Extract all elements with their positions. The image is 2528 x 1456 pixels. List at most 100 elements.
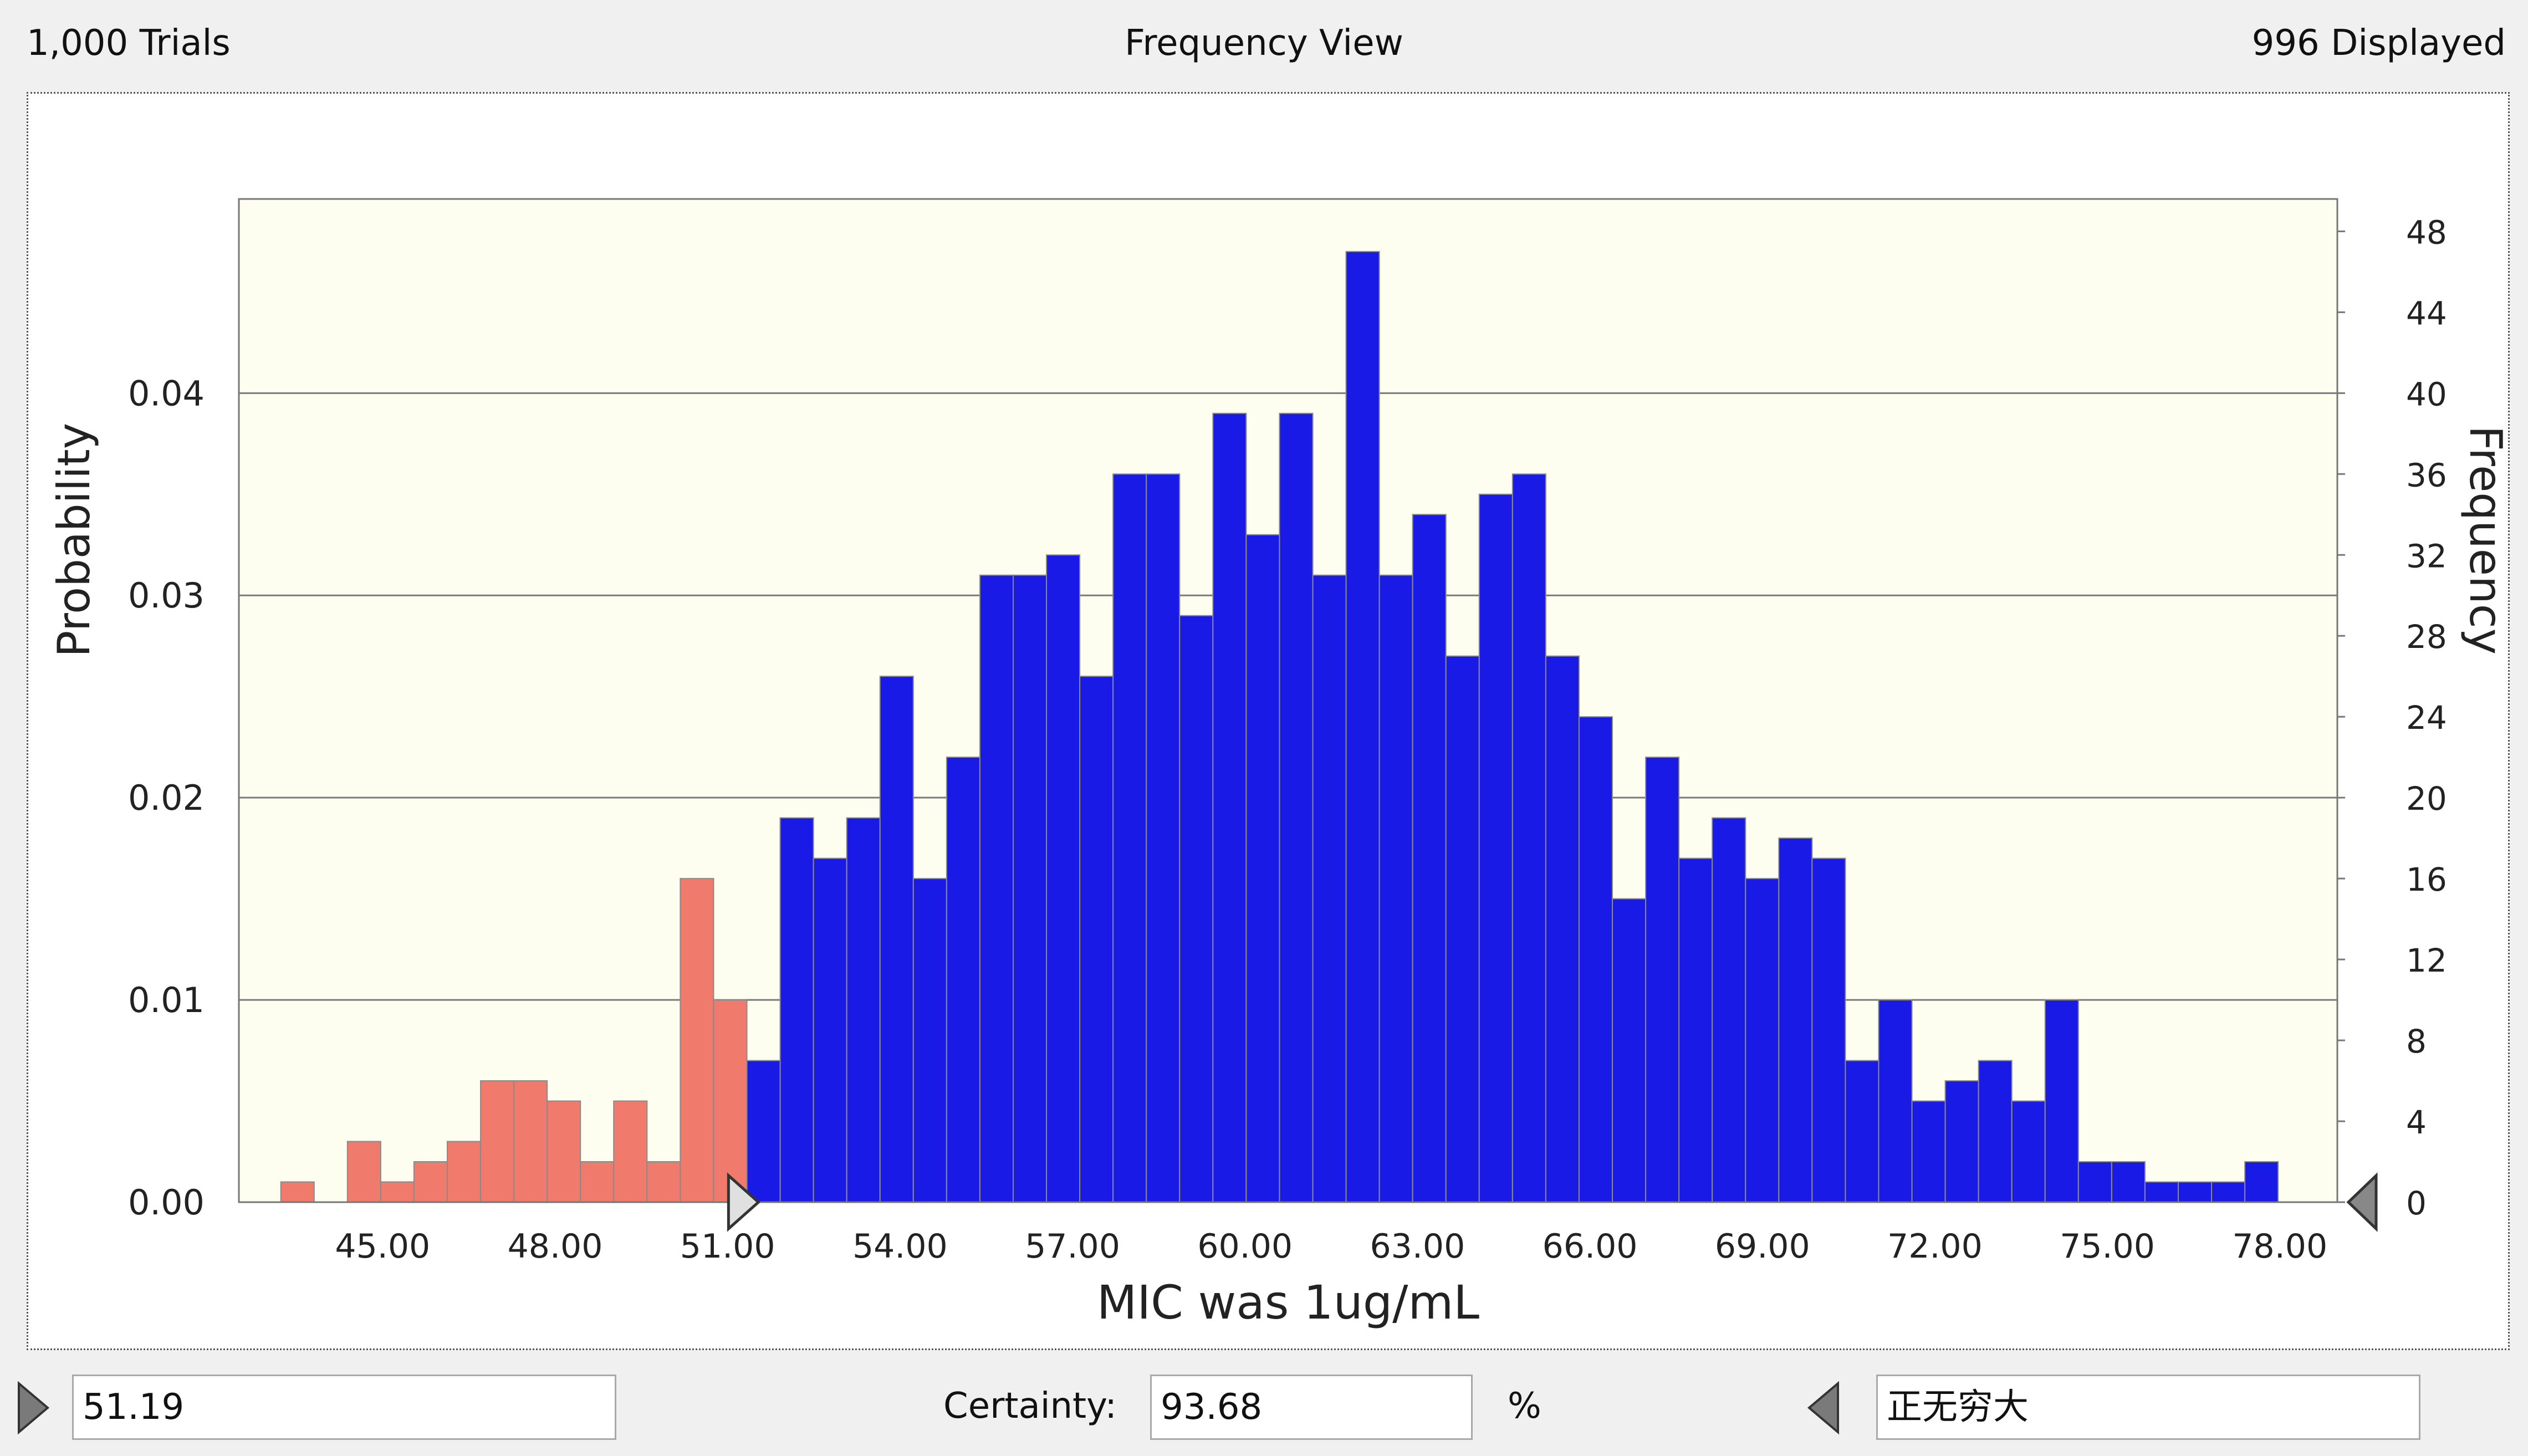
chart-frame: 0.00 0.01 0.02 0.03 0.04 0 4 8 12 16 20 24 28 32 36 40 4…: [27, 92, 2510, 1350]
y2-tick-label: 0: [2406, 1184, 2427, 1222]
histogram-bar: [979, 574, 1014, 1203]
histogram-bar: [946, 757, 980, 1203]
y2-tick-label: 48: [2406, 213, 2447, 251]
histogram-bar: [2077, 1161, 2112, 1203]
x-tick-label: 63.00: [1370, 1227, 1465, 1266]
y2-tick-label: 4: [2406, 1104, 2427, 1141]
histogram-bar: [1445, 655, 1480, 1203]
trials-count: 1,000 Trials: [27, 23, 231, 64]
histogram-bar: [380, 1181, 415, 1203]
histogram-bar: [1511, 473, 1546, 1203]
frequency-chart: 0.000.010.020.030.0404812162024283236404…: [48, 198, 2508, 1330]
x-tick-label: 54.00: [852, 1227, 948, 1266]
histogram-bar: [1878, 999, 1913, 1203]
histogram-bar: [580, 1161, 615, 1203]
histogram-bar: [912, 878, 947, 1203]
histogram-bar: [1545, 655, 1580, 1203]
histogram-bar: [2211, 1181, 2246, 1203]
histogram-bar: [346, 1141, 381, 1203]
histogram-bar: [1079, 676, 1114, 1203]
lower-grabber-icon: [727, 1172, 761, 1232]
histogram-bar: [1046, 554, 1081, 1203]
histogram-bar: [846, 817, 881, 1203]
y2-tick-label: 40: [2406, 375, 2447, 413]
histogram-bar: [547, 1100, 581, 1203]
x-tick-label: 57.00: [1025, 1227, 1120, 1266]
x-tick-label: 75.00: [2060, 1227, 2155, 1266]
histogram-bar: [1112, 473, 1147, 1203]
histogram-bar: [1911, 1100, 1946, 1203]
percent-sign: %: [1508, 1386, 1541, 1427]
y2-tick-label: 44: [2406, 294, 2447, 332]
histogram-bar: [1845, 1060, 1880, 1203]
histogram-bar: [1811, 857, 1846, 1203]
histogram-bar: [1678, 857, 1713, 1203]
histogram-bar: [1745, 878, 1780, 1203]
histogram-bar: [779, 817, 814, 1203]
histogram-bar: [1312, 574, 1347, 1203]
x-tick-label: 72.00: [1887, 1227, 1983, 1266]
histogram-bar: [1146, 473, 1181, 1203]
y2-axis-title: Frequency: [2460, 426, 2508, 655]
y2-tick-label: 16: [2406, 861, 2447, 898]
x-tick-label: 48.00: [508, 1227, 603, 1266]
histogram-bar: [2011, 1100, 2046, 1203]
upper-bound-grabber-icon[interactable]: [1806, 1381, 1841, 1434]
histogram-bar: [280, 1181, 315, 1203]
histogram-bar: [813, 857, 847, 1203]
histogram-bar: [2244, 1161, 2279, 1203]
histogram-bar: [746, 1060, 781, 1203]
histogram-bar: [713, 999, 748, 1203]
certainty-input[interactable]: 93.68: [1150, 1375, 1473, 1440]
histogram-bar: [480, 1080, 515, 1203]
view-title: Frequency View: [1125, 23, 1403, 64]
y-tick-label: 0.00: [128, 1182, 205, 1223]
y2-tick-label: 12: [2406, 942, 2447, 979]
histogram-bar: [2044, 999, 2079, 1203]
histogram-bar: [2177, 1181, 2213, 1203]
histogram-bar: [447, 1141, 482, 1203]
y-tick-label: 0.01: [128, 980, 205, 1020]
y2-tick-label: 28: [2406, 618, 2447, 656]
certainty-label: Certainty:: [943, 1386, 1117, 1427]
histogram-bar: [1279, 412, 1314, 1203]
y2-tick-label: 32: [2406, 537, 2447, 575]
histogram-bar: [1179, 615, 1214, 1203]
histogram-bar: [646, 1161, 681, 1203]
histogram-bar: [879, 676, 914, 1203]
x-tick-label: 66.00: [1543, 1227, 1638, 1266]
histogram-bar: [613, 1100, 648, 1203]
lower-bound-input[interactable]: 51.19: [72, 1375, 616, 1440]
histogram-bar: [1412, 514, 1447, 1203]
x-tick-label: 60.00: [1197, 1227, 1293, 1266]
x-tick-label: 51.00: [680, 1227, 775, 1266]
histogram-bar: [1345, 251, 1380, 1203]
y-tick-label: 0.03: [128, 575, 205, 616]
y2-tick-label: 36: [2406, 456, 2447, 494]
y-tick-label: 0.02: [128, 778, 205, 818]
displayed-count: 996 Displayed: [2251, 23, 2506, 64]
histogram-bar: [1944, 1080, 1979, 1203]
y-tick-label: 0.04: [128, 373, 205, 413]
histogram-bar: [413, 1161, 448, 1203]
x-tick-label: 69.00: [1715, 1227, 1810, 1266]
histogram-bar: [1012, 574, 1048, 1203]
histogram-bar: [680, 878, 714, 1203]
histogram-bar: [1578, 716, 1613, 1203]
histogram-bar: [1778, 837, 1813, 1203]
x-tick-label: 78.00: [2232, 1227, 2327, 1266]
lower-bound-grabber-icon[interactable]: [16, 1381, 51, 1434]
histogram-bar: [1478, 493, 1513, 1203]
upper-bound-input[interactable]: 正无穷大: [1876, 1375, 2420, 1440]
histogram-bar: [1212, 412, 1247, 1203]
upper-grabber-icon: [2346, 1172, 2378, 1232]
histogram-bar: [1612, 898, 1647, 1203]
x-axis-title: MIC was 1ug/mL: [1097, 1275, 1479, 1330]
histogram-bar: [1978, 1060, 2013, 1203]
y2-tick-label: 20: [2406, 780, 2447, 818]
y-axis-title: Probability: [48, 423, 100, 657]
histogram-bar: [1712, 817, 1746, 1203]
y2-tick-label: 8: [2406, 1023, 2427, 1060]
histogram-bar: [1245, 534, 1280, 1203]
histogram-bar: [2111, 1161, 2146, 1203]
